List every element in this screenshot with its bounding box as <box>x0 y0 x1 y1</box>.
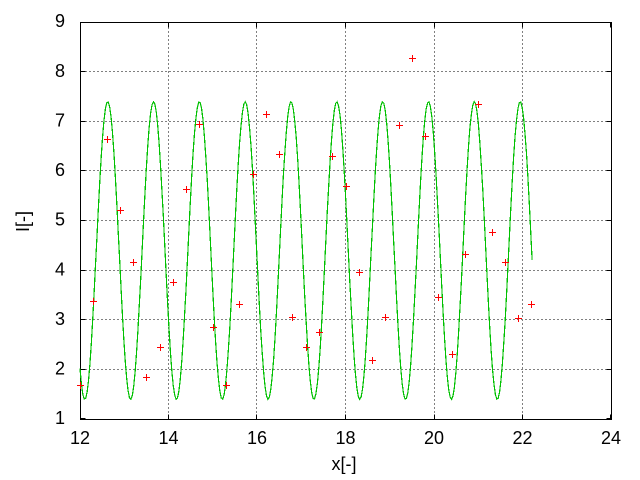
svg-text:7: 7 <box>55 111 65 131</box>
svg-text:3: 3 <box>55 309 65 329</box>
svg-text:1: 1 <box>55 408 65 428</box>
svg-text:2: 2 <box>55 359 65 379</box>
svg-text:18: 18 <box>335 428 355 448</box>
svg-text:I[-]: I[-] <box>13 211 33 232</box>
svg-text:16: 16 <box>247 428 267 448</box>
svg-text:24: 24 <box>601 428 621 448</box>
svg-text:8: 8 <box>55 61 65 81</box>
svg-text:22: 22 <box>512 428 532 448</box>
svg-text:12: 12 <box>70 428 90 448</box>
svg-text:6: 6 <box>55 160 65 180</box>
svg-text:9: 9 <box>55 11 65 31</box>
svg-text:5: 5 <box>55 210 65 230</box>
svg-text:14: 14 <box>158 428 178 448</box>
svg-text:4: 4 <box>55 259 65 279</box>
svg-text:x[-]: x[-] <box>332 454 357 474</box>
svg-text:20: 20 <box>424 428 444 448</box>
